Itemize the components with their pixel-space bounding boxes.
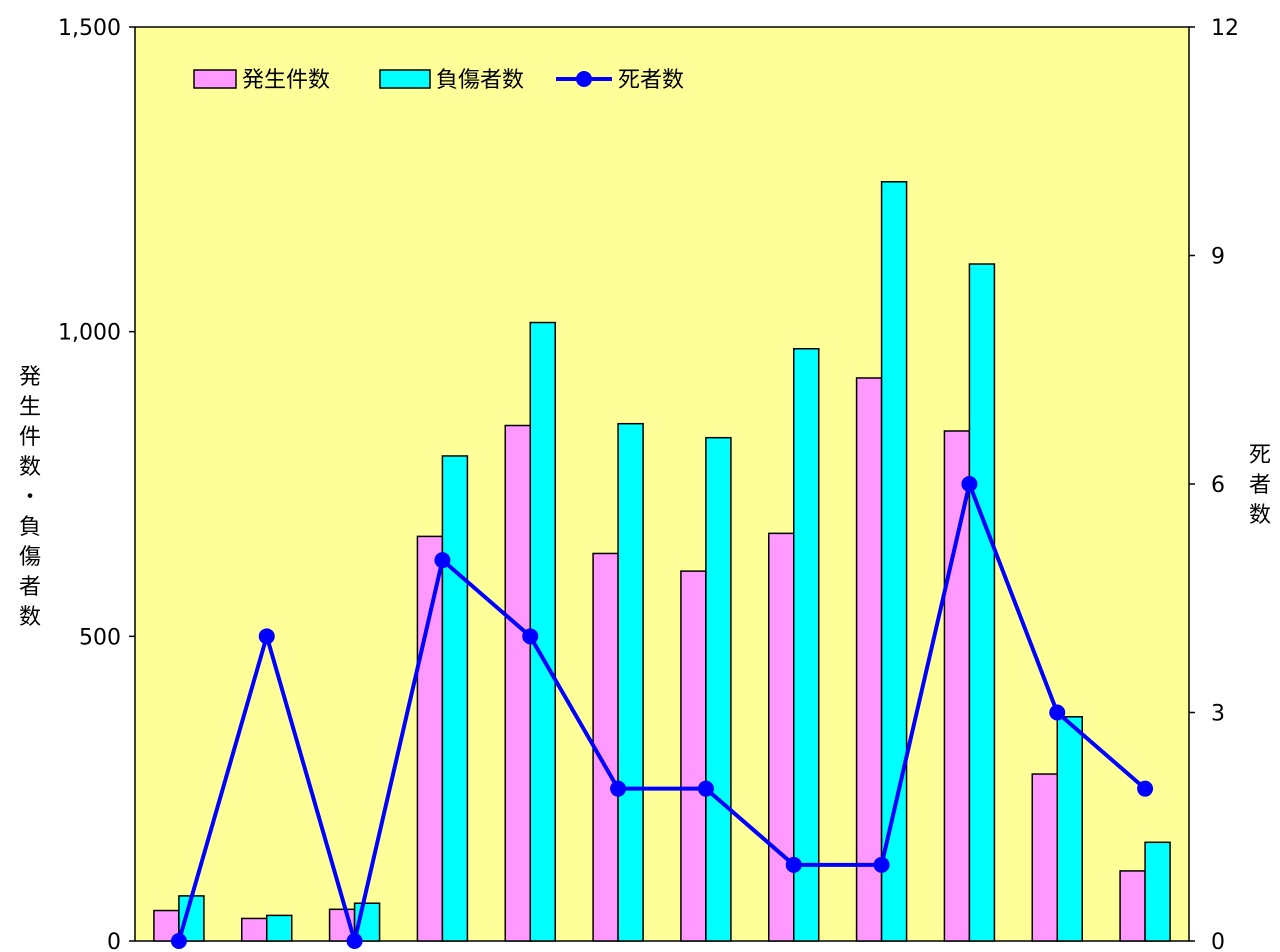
- right-axis: 0 3 6 9 12: [1189, 16, 1239, 952]
- right-tick-label-3: 9: [1211, 245, 1225, 270]
- left-axis-title: 発生件数・負傷者数: [19, 365, 41, 630]
- bar-incidents-11: [1119, 870, 1146, 942]
- deaths-line: [176, 482, 1147, 943]
- right-tick-label-2: 6: [1211, 473, 1225, 498]
- bar-incidents-5: [592, 552, 619, 942]
- bar-incidents-4: [504, 424, 531, 942]
- deaths-point-7: [785, 856, 802, 873]
- legend-swatch-deaths-marker: [576, 71, 592, 87]
- bar-incidents-3: [416, 535, 444, 942]
- left-tick-label-2: 1,000: [58, 321, 121, 346]
- legend: 発生件数 負傷者数 死者数: [193, 68, 684, 93]
- left-tick-label-0: 0: [107, 930, 121, 952]
- right-tick-label-0: 0: [1211, 930, 1225, 952]
- legend-label-deaths: 死者数: [618, 68, 684, 93]
- left-tick-label-1: 500: [79, 625, 121, 650]
- deaths-point-9: [961, 476, 978, 492]
- deaths-point-10: [1049, 704, 1066, 721]
- right-axis-title-text: 死者数: [1249, 443, 1271, 528]
- right-axis-title: 死者数: [1249, 443, 1271, 528]
- bar-incidents-1: [241, 917, 268, 942]
- deaths-point-6: [697, 780, 714, 797]
- bar-injured-6: [705, 436, 732, 942]
- bar-incidents-9: [943, 430, 971, 942]
- right-tick-label-4: 12: [1211, 16, 1239, 41]
- deaths-point-2: [346, 933, 363, 949]
- legend-swatch-injured: [379, 69, 431, 89]
- bars-group: [153, 181, 1171, 942]
- plot-area: [134, 26, 1190, 942]
- bar-incidents-8: [855, 377, 883, 942]
- deaths-point-3: [434, 552, 451, 569]
- bar-incidents-10: [1031, 773, 1058, 942]
- bar-injured-8: [880, 181, 908, 942]
- deaths-point-1: [258, 628, 275, 645]
- bar-incidents-6: [680, 570, 707, 942]
- legend-swatch-incidents: [193, 69, 237, 89]
- deaths-point-11: [1137, 780, 1154, 797]
- line-group: [170, 476, 1154, 949]
- deaths-point-0: [170, 933, 187, 949]
- left-tick-label-3: 1,500: [58, 16, 121, 41]
- bar-injured-9: [968, 263, 996, 942]
- bar-injured-11: [1144, 841, 1171, 942]
- deaths-point-4: [522, 628, 539, 645]
- right-tick-label-1: 3: [1211, 702, 1225, 727]
- deaths-point-5: [610, 780, 627, 797]
- bar-incidents-7: [768, 532, 795, 942]
- deaths-point-8: [873, 856, 890, 873]
- left-axis-title-text: 発生件数・負傷者数: [19, 365, 41, 630]
- bar-injured-3: [441, 455, 469, 942]
- bar-injured-10: [1056, 716, 1083, 942]
- bar-injured-7: [793, 347, 820, 942]
- bar-incidents-0: [153, 909, 180, 942]
- bar-injured-1: [266, 914, 293, 942]
- legend-label-injured: 負傷者数: [436, 68, 524, 93]
- legend-label-incidents: 発生件数: [242, 68, 330, 93]
- bar-injured-5: [617, 422, 644, 942]
- left-axis: 0 500 1,000 1,500: [58, 16, 135, 952]
